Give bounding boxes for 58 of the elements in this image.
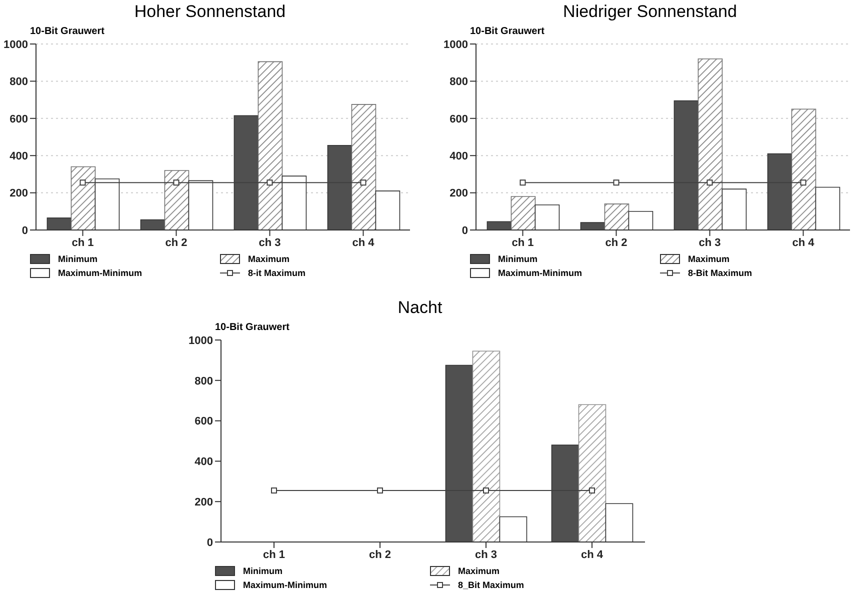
y-tick-label: 0: [206, 536, 213, 549]
x-tick-label: ch 2: [165, 236, 188, 249]
y-axis-title: 10-Bit Grauwert: [29, 26, 106, 38]
y-tick-label: 1000: [188, 334, 213, 347]
x-tick-label: ch 3: [698, 236, 721, 249]
bar: [258, 61, 283, 230]
y-tick-label: 800: [10, 76, 28, 88]
legend-label: Minimum: [58, 254, 98, 264]
x-tick-label: ch 1: [512, 236, 534, 249]
legend-label: Maximum: [688, 254, 730, 264]
legend-label: 8_Bit Maximum: [458, 580, 524, 590]
legend-label: 8-Bit Maximum: [688, 268, 752, 278]
y-axis-title: 10-Bit Grauwert: [469, 26, 546, 38]
legend-label: Maximum-Minimum: [498, 268, 582, 278]
x-tick-label: ch 4: [792, 236, 816, 249]
y-tick-label: 800: [194, 375, 213, 388]
x-tick-label: ch 4: [352, 236, 376, 249]
bar: [351, 104, 376, 230]
bar: [472, 350, 500, 542]
legend-label: Maximum-Minimum: [58, 268, 142, 278]
bar: [698, 58, 723, 230]
legend-label: Maximum: [458, 566, 500, 576]
legend-label: 8-it Maximum: [248, 268, 306, 278]
y-tick-label: 0: [22, 224, 28, 237]
legend-label: Maximum: [248, 254, 290, 264]
y-tick-label: 800: [450, 76, 468, 88]
y-tick-label: 400: [450, 150, 468, 163]
bar: [510, 196, 536, 230]
chart-title: Niedriger Sonnenstand: [562, 2, 738, 23]
x-tick-label: ch 1: [262, 548, 286, 561]
y-tick-label: 200: [10, 188, 28, 200]
bar: [70, 166, 96, 230]
bar: [791, 108, 816, 230]
x-tick-label: ch 4: [580, 548, 604, 561]
x-tick-label: ch 3: [258, 236, 281, 249]
y-tick-label: 400: [10, 150, 28, 163]
bar: [604, 204, 630, 230]
y-tick-label: 1000: [4, 38, 28, 51]
legend-label: Maximum-Minimum: [243, 580, 328, 590]
y-tick-label: 600: [10, 113, 28, 126]
chart-title: Hoher Sonnenstand: [133, 2, 287, 23]
y-tick-label: 600: [450, 113, 468, 126]
legend-label: Minimum: [498, 254, 538, 264]
y-tick-label: 200: [194, 496, 213, 509]
y-tick-label: 1000: [444, 38, 468, 51]
bar: [578, 404, 606, 542]
y-tick-label: 0: [462, 224, 468, 237]
y-axis-title: 10-Bit Grauwert: [214, 322, 290, 334]
x-tick-label: ch 2: [605, 236, 628, 249]
y-tick-label: 600: [194, 416, 213, 428]
x-tick-label: ch 1: [72, 236, 94, 249]
y-tick-label: 400: [194, 456, 213, 468]
y-tick-label: 200: [450, 188, 468, 200]
legend-label: Minimum: [243, 566, 282, 576]
x-tick-label: ch 3: [474, 548, 498, 561]
chart-title: Nacht: [396, 298, 444, 319]
x-tick-label: ch 2: [368, 548, 392, 561]
bar: [164, 170, 190, 230]
